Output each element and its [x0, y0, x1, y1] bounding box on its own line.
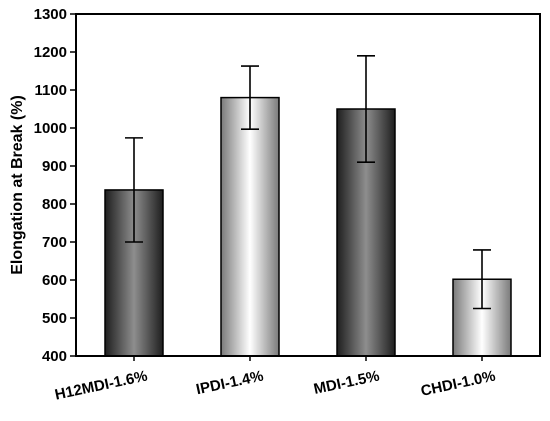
y-tick-label: 800	[42, 196, 67, 213]
x-category-label: H12MDI-1.6%	[53, 367, 149, 403]
y-tick-label: 1100	[34, 82, 67, 99]
y-tick-label: 600	[42, 272, 67, 289]
y-tick-label: 500	[42, 310, 67, 327]
y-tick-label: 1000	[34, 120, 67, 137]
x-category-label: IPDI-1.4%	[195, 367, 265, 398]
y-axis-title: Elongation at Break (%)	[9, 95, 26, 275]
error-bars	[125, 54, 491, 310]
y-tick-label: 1300	[34, 6, 67, 23]
y-tick-label: 1200	[34, 44, 67, 61]
y-tick-label: 900	[42, 158, 67, 175]
bar-ipdi-1-4-	[220, 96, 280, 357]
x-category-label: CHDI-1.0%	[419, 367, 497, 399]
x-axis-labels: H12MDI-1.6% IPDI-1.4% MDI-1.5% CHDI-1.0%	[53, 356, 497, 404]
bars	[104, 96, 512, 357]
y-tick-label: 700	[42, 234, 67, 251]
plot-frame	[75, 13, 541, 357]
x-category-label: MDI-1.5%	[312, 367, 381, 397]
y-axis-ticks: 400 500 600 700 800 900 1000 1100 1200 1300	[34, 6, 76, 365]
y-tick-label: 400	[42, 348, 67, 365]
